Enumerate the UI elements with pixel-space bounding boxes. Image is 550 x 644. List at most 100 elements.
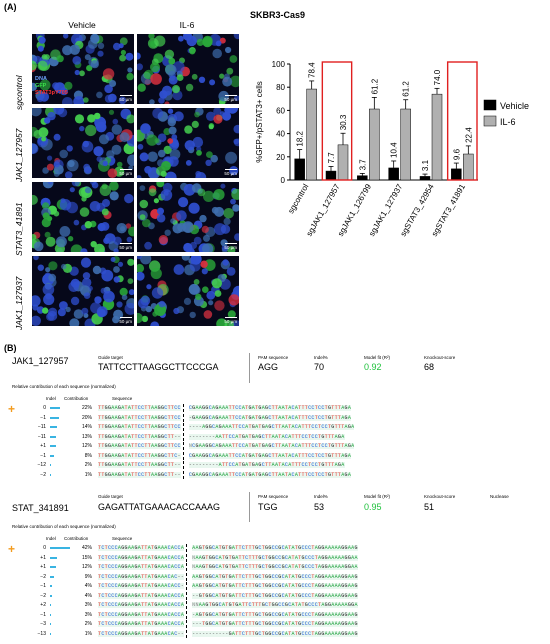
- cell-nucleus: [119, 132, 130, 143]
- bar-il-6: [337, 144, 349, 181]
- contribution-bar: [50, 464, 51, 466]
- cell-nucleus: [163, 145, 172, 155]
- contribution-bar: [50, 407, 61, 409]
- sequence-left: TCTCCCAGGAAGATTATGAAACACCA: [98, 564, 185, 570]
- cell-nucleus: [81, 140, 94, 153]
- cells-image: [137, 34, 239, 104]
- cell-nucleus: [39, 79, 51, 91]
- cell-nucleus: [210, 154, 218, 163]
- contribution-percent: 8%: [84, 452, 92, 459]
- cell-nucleus: [45, 267, 51, 273]
- cell-nucleus: [62, 97, 73, 104]
- cut-site-line: [186, 553, 192, 562]
- sequence-right: AAGTGGCATGTGATTCTTTGCTGGCCGCATATGCCCTAGG…: [192, 583, 358, 589]
- row-label-stat3-41891: STAT3_41891: [14, 202, 24, 256]
- cell-nucleus: [189, 311, 196, 319]
- cell-nucleus: [173, 111, 184, 122]
- cell-nucleus: [113, 42, 121, 51]
- sequence-left: TTGGAAGATATTCCTTAAGGCTT--: [98, 433, 181, 440]
- cell-nucleus: [109, 182, 119, 191]
- chart-title: SKBR3-Cas9: [250, 10, 306, 20]
- contribution-percent: 12%: [81, 443, 92, 449]
- alignment-row: −1 8% TTGGAAGATATTCCTTAAGGCTTC- CGAAGGCAGAA…: [30, 451, 352, 460]
- model-fit-label: Model fit (R²): [364, 494, 391, 499]
- indel-value: −2: [40, 573, 46, 580]
- contribution-percent: 4%: [84, 592, 92, 599]
- cell-nucleus: [196, 150, 202, 156]
- cells-image: [32, 256, 134, 326]
- bar-il-6: [369, 108, 380, 181]
- cell-nucleus: [100, 287, 107, 294]
- cell-nucleus: [167, 138, 174, 144]
- cell-nucleus: [89, 201, 101, 212]
- cell-nucleus: [193, 236, 202, 245]
- cut-site-line: [182, 404, 189, 412]
- cell-nucleus: [53, 161, 60, 168]
- contribution-percent: 14%: [81, 424, 92, 430]
- cell-nucleus: [55, 236, 67, 248]
- cell-nucleus: [42, 307, 49, 314]
- cell-nucleus: [153, 198, 159, 204]
- cell-nucleus: [41, 136, 47, 142]
- cell-nucleus: [157, 207, 164, 215]
- cell-nucleus: [48, 307, 58, 317]
- cell-nucleus: [69, 44, 80, 55]
- cell-nucleus: [167, 108, 174, 114]
- micrograph-sgcontrol-il6: 50 µm: [137, 34, 239, 104]
- bar-il-6: [431, 93, 443, 181]
- cell-nucleus: [167, 117, 176, 127]
- cell-nucleus: [73, 96, 85, 104]
- y-tick-label: 100: [272, 60, 286, 69]
- sequence-left: TCTCCCAGGAAGATTATGAAACAC--: [98, 630, 185, 637]
- alignment-row: −2 4% TCTCCCAGGAAGATTATGAAACACCA --GTGGCATG…: [30, 591, 358, 600]
- contribution-bar: [50, 604, 52, 606]
- sequence-right: --GTGGCATGTGATTCTTTGCTGGCCGCATATGCCCTAGG…: [192, 592, 358, 599]
- cell-nucleus: [82, 277, 92, 288]
- cell-nucleus: [126, 72, 134, 81]
- cell-nucleus: [233, 124, 239, 134]
- block2-alignment: 0 42% TCTCCCAGGAAGATTATGAAACACCA AAGTGGCATG…: [30, 544, 540, 640]
- cut-site-line: [186, 572, 192, 581]
- cell-nucleus: [226, 267, 236, 276]
- cell-nucleus: [80, 248, 88, 252]
- data-label: 74.0: [433, 69, 442, 85]
- cells-image: [137, 256, 239, 326]
- cell-nucleus: [140, 123, 151, 134]
- bar-vehicle: [294, 158, 305, 181]
- cell-nucleus: [176, 210, 187, 221]
- data-label: 3.1: [421, 159, 430, 171]
- indel-value: −2: [40, 592, 46, 599]
- cell-nucleus: [101, 208, 109, 216]
- cell-nucleus: [83, 97, 89, 103]
- scale-bar: 50 µm: [224, 171, 237, 176]
- contribution-percent: 3%: [84, 602, 92, 608]
- cell-nucleus: [137, 52, 141, 60]
- cell-nucleus: [197, 188, 206, 197]
- bar-vehicle: [357, 175, 368, 181]
- cell-nucleus: [201, 268, 208, 275]
- cell-nucleus: [185, 83, 194, 92]
- plus-icon: +: [8, 402, 16, 416]
- contribution-percent: 9%: [84, 573, 92, 580]
- cells-image: [32, 182, 134, 252]
- indel-label: Indel%: [314, 355, 328, 360]
- cell-nucleus: [195, 172, 207, 178]
- cell-nucleus: [106, 150, 115, 159]
- cell-nucleus: [189, 48, 196, 55]
- cell-nucleus: [157, 133, 167, 142]
- contribution-bar: [50, 613, 52, 616]
- sequence-left: TCTCCCAGGAAGATTATGAAACACC-: [98, 583, 185, 589]
- cell-nucleus: [157, 149, 166, 158]
- model-fit-label: Model fit (R²): [364, 355, 391, 360]
- cell-nucleus: [44, 54, 50, 60]
- cell-nucleus: [96, 91, 103, 99]
- cell-nucleus: [225, 151, 238, 164]
- header-divider: [249, 353, 250, 383]
- sequence-left: TCTCCCAGGAAGATTATGAAACACCA: [98, 592, 185, 599]
- cell-nucleus: [53, 133, 61, 141]
- cell-nucleus: [139, 185, 146, 191]
- cell-nucleus: [159, 90, 168, 99]
- block1-alignment: 0 22% TTGGAAGATATTCCTTAAGGCTTCC CGAAGGCAGAA…: [30, 404, 540, 484]
- indel-value: 0: [43, 545, 46, 551]
- alignment-row: 0 42% TCTCCCAGGAAGATTATGAAACACCA AAGTGGCATG…: [30, 544, 358, 552]
